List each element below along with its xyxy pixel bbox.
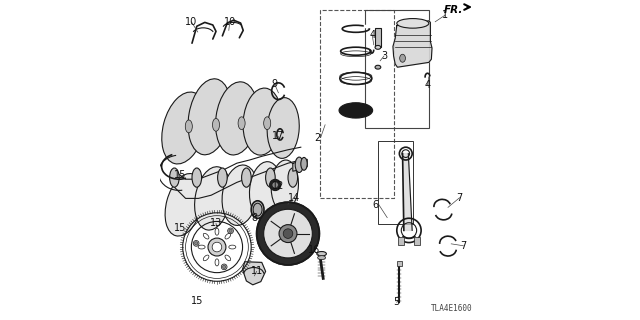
Text: 11: 11 bbox=[250, 266, 263, 276]
Ellipse shape bbox=[238, 117, 245, 130]
Circle shape bbox=[212, 242, 222, 252]
Circle shape bbox=[264, 209, 312, 258]
Polygon shape bbox=[292, 159, 307, 171]
Text: 17: 17 bbox=[271, 131, 284, 141]
Circle shape bbox=[195, 242, 198, 245]
Ellipse shape bbox=[198, 245, 205, 249]
Bar bbox=[320, 10, 394, 198]
Ellipse shape bbox=[243, 88, 282, 155]
Ellipse shape bbox=[215, 259, 219, 266]
Ellipse shape bbox=[399, 54, 406, 62]
Text: 14: 14 bbox=[287, 193, 300, 203]
Polygon shape bbox=[403, 154, 412, 230]
Ellipse shape bbox=[250, 162, 282, 219]
Text: 5: 5 bbox=[394, 297, 400, 308]
Ellipse shape bbox=[253, 203, 262, 216]
Ellipse shape bbox=[317, 252, 326, 256]
Text: 7: 7 bbox=[456, 193, 463, 203]
Ellipse shape bbox=[188, 79, 231, 155]
Text: 8: 8 bbox=[252, 213, 257, 223]
Ellipse shape bbox=[170, 168, 179, 187]
Ellipse shape bbox=[264, 117, 271, 130]
Ellipse shape bbox=[272, 182, 278, 188]
Ellipse shape bbox=[267, 98, 300, 158]
Bar bbox=[378, 141, 413, 224]
Circle shape bbox=[228, 228, 234, 234]
Circle shape bbox=[229, 229, 232, 232]
Bar bbox=[397, 261, 402, 266]
Text: TLA4E1600: TLA4E1600 bbox=[431, 304, 473, 313]
Text: 7: 7 bbox=[460, 241, 467, 251]
Ellipse shape bbox=[397, 19, 429, 28]
Circle shape bbox=[279, 225, 297, 243]
Text: 3: 3 bbox=[381, 51, 387, 61]
Text: 16: 16 bbox=[307, 245, 320, 255]
Text: 13: 13 bbox=[210, 218, 222, 228]
Ellipse shape bbox=[195, 167, 231, 230]
Ellipse shape bbox=[317, 256, 326, 260]
Ellipse shape bbox=[212, 118, 220, 131]
Ellipse shape bbox=[266, 168, 275, 187]
Ellipse shape bbox=[222, 165, 258, 225]
Text: 10: 10 bbox=[185, 17, 198, 27]
Ellipse shape bbox=[288, 168, 298, 187]
Text: 2: 2 bbox=[314, 132, 321, 143]
Bar bbox=[398, 237, 404, 245]
Circle shape bbox=[223, 265, 226, 268]
Polygon shape bbox=[243, 262, 266, 285]
Ellipse shape bbox=[165, 173, 203, 236]
Text: 12: 12 bbox=[271, 181, 284, 191]
Text: 15: 15 bbox=[174, 170, 186, 180]
Ellipse shape bbox=[215, 228, 219, 235]
Ellipse shape bbox=[375, 65, 381, 69]
Text: FR.: FR. bbox=[444, 4, 463, 15]
Bar bbox=[365, 10, 429, 128]
Bar bbox=[415, 237, 420, 245]
Ellipse shape bbox=[339, 103, 372, 118]
Ellipse shape bbox=[192, 168, 202, 187]
Text: 1: 1 bbox=[442, 10, 448, 20]
Circle shape bbox=[193, 241, 199, 246]
Ellipse shape bbox=[295, 157, 303, 172]
Ellipse shape bbox=[301, 157, 307, 170]
Circle shape bbox=[208, 238, 226, 256]
Text: 15: 15 bbox=[191, 296, 203, 307]
Ellipse shape bbox=[162, 92, 206, 164]
Bar bbox=[375, 28, 381, 47]
Ellipse shape bbox=[375, 45, 381, 49]
Ellipse shape bbox=[242, 168, 252, 187]
Ellipse shape bbox=[186, 120, 193, 133]
Ellipse shape bbox=[229, 245, 236, 249]
Ellipse shape bbox=[204, 255, 209, 261]
Polygon shape bbox=[393, 21, 432, 67]
Text: 6: 6 bbox=[372, 200, 379, 210]
Text: 9: 9 bbox=[271, 79, 278, 89]
Ellipse shape bbox=[271, 160, 298, 211]
Ellipse shape bbox=[225, 255, 230, 261]
Ellipse shape bbox=[269, 179, 281, 190]
Ellipse shape bbox=[225, 233, 230, 239]
Ellipse shape bbox=[204, 233, 209, 239]
Circle shape bbox=[221, 264, 227, 270]
Circle shape bbox=[257, 202, 319, 265]
Text: 10: 10 bbox=[223, 17, 236, 27]
Ellipse shape bbox=[216, 82, 258, 155]
Text: 4: 4 bbox=[369, 29, 375, 40]
Text: 15: 15 bbox=[174, 223, 186, 233]
Text: 4: 4 bbox=[424, 80, 431, 90]
Ellipse shape bbox=[252, 201, 264, 219]
Ellipse shape bbox=[218, 168, 227, 187]
Circle shape bbox=[283, 229, 293, 238]
